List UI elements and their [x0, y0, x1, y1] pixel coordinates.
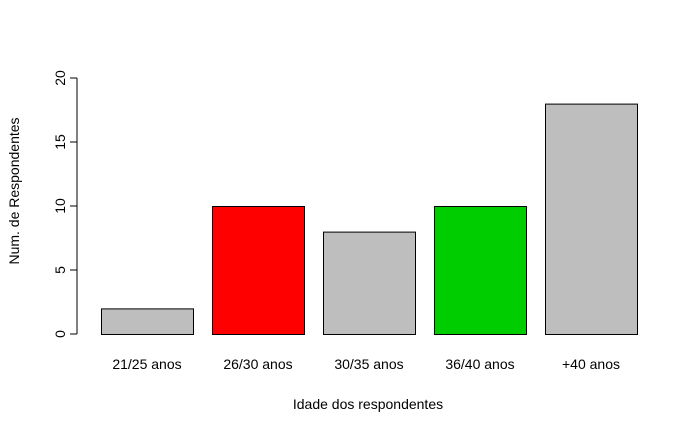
y-tick-label: 0 — [52, 330, 68, 338]
category-labels: 21/25 anos 26/30 anos 30/35 anos 36/40 anos… — [112, 356, 620, 372]
x-category-label: +40 anos — [562, 356, 620, 372]
y-tick-label: 20 — [52, 70, 68, 86]
x-axis-title: Idade dos respondentes — [293, 396, 443, 412]
x-category-label: 26/30 anos — [223, 356, 292, 372]
y-axis: 0 5 10 15 20 — [52, 70, 78, 338]
bar — [545, 103, 638, 335]
y-axis-title: Num. de Respondentes — [6, 117, 22, 264]
bar — [434, 206, 527, 335]
y-tick-label: 15 — [52, 134, 68, 150]
x-category-label: 36/40 anos — [445, 356, 514, 372]
x-category-label: 21/25 anos — [112, 356, 181, 372]
bar — [101, 308, 194, 335]
y-tick-label: 10 — [52, 198, 68, 214]
bar — [212, 206, 305, 335]
y-tick-label: 5 — [52, 266, 68, 274]
bars — [101, 103, 638, 336]
x-category-label: 30/35 anos — [334, 356, 403, 372]
bar — [323, 231, 416, 336]
